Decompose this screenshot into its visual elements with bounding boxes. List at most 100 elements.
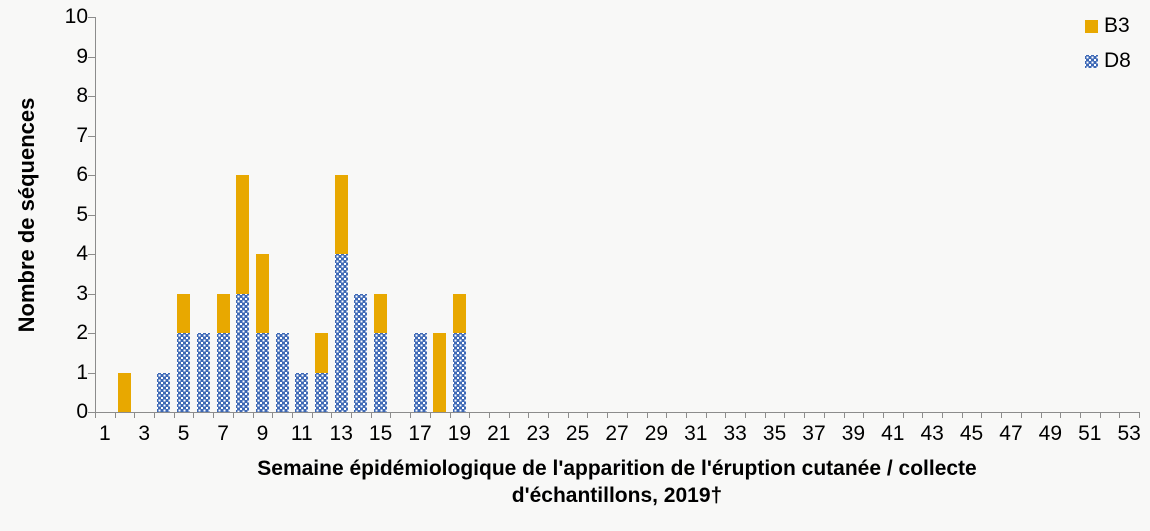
x-axis-tick xyxy=(607,413,609,418)
x-axis-tick xyxy=(725,413,727,418)
bar-segment-b3-week-8 xyxy=(236,175,250,294)
x-axis-tick xyxy=(843,413,845,418)
x-axis-tick xyxy=(1099,413,1101,418)
y-tick-label: 8 xyxy=(76,84,88,107)
bar-segment-d8-week-13 xyxy=(334,254,348,412)
x-axis-tick xyxy=(981,413,983,418)
x-axis-tick xyxy=(784,413,786,418)
bar-segment-b3-week-19 xyxy=(452,293,466,333)
x-axis-tick xyxy=(1119,413,1121,418)
bar-segment-d8-week-17 xyxy=(413,333,427,412)
x-tick-label: 23 xyxy=(526,422,550,445)
x-tick-label: 3 xyxy=(138,422,151,445)
x-tick-label: 29 xyxy=(644,422,669,445)
x-tick-label: 39 xyxy=(841,422,866,445)
bar-segment-d8-week-5 xyxy=(177,333,191,412)
y-tick-label: 2 xyxy=(76,321,88,344)
bar-segment-b3-week-13 xyxy=(334,175,348,254)
x-axis-tick xyxy=(961,413,963,418)
x-axis-tick xyxy=(488,413,490,418)
x-tick-label: 35 xyxy=(762,422,787,445)
x-axis-tick xyxy=(193,413,195,418)
x-axis-tick xyxy=(548,413,550,418)
x-axis-tick xyxy=(331,413,333,418)
x-axis-tick xyxy=(764,413,766,418)
y-tick-label: 3 xyxy=(76,281,88,305)
y-axis-tick xyxy=(88,333,95,334)
x-axis-tick xyxy=(1001,413,1003,418)
x-tick-label: 45 xyxy=(959,422,984,445)
y-tick-label: 5 xyxy=(76,202,88,226)
x-axis-tick xyxy=(390,413,392,418)
x-tick-label: 7 xyxy=(217,422,229,445)
x-tick-label: 19 xyxy=(447,422,472,445)
y-axis-tick xyxy=(88,96,95,97)
x-axis-title: Semaine épidémiologique de l'apparition … xyxy=(95,455,1139,509)
x-axis-tick xyxy=(922,413,924,418)
x-axis-tick xyxy=(685,413,687,418)
bar-segment-d8-week-15 xyxy=(374,333,388,412)
x-axis-tick xyxy=(291,413,293,418)
x-axis-tick xyxy=(804,413,806,418)
x-axis-tick xyxy=(942,413,944,418)
x-axis-tick xyxy=(311,413,313,418)
x-axis-tick xyxy=(508,413,510,418)
x-tick-label: 5 xyxy=(177,422,190,445)
y-axis-title: Nombre de séquences xyxy=(14,97,39,333)
x-tick-label: 27 xyxy=(605,422,629,445)
bar-segment-d8-week-6 xyxy=(196,333,210,412)
x-axis-tick xyxy=(705,413,707,418)
x-tick-label: 51 xyxy=(1078,422,1102,445)
x-axis-tick xyxy=(1139,413,1140,418)
bar-segment-d8-week-12 xyxy=(315,372,329,412)
bar-segment-d8-week-7 xyxy=(216,333,230,412)
y-axis-tick xyxy=(88,135,95,137)
x-tick-label: 53 xyxy=(1117,422,1141,445)
x-axis-tick xyxy=(745,413,747,418)
x-axis-tick xyxy=(567,413,569,418)
bar-segment-b3-week-9 xyxy=(255,254,269,333)
x-tick-label: 21 xyxy=(487,422,511,445)
x-axis-tick xyxy=(666,413,668,418)
legend-label-b3: B3 xyxy=(1104,14,1130,37)
legend: B3 D8 xyxy=(1085,14,1131,73)
x-axis-tick xyxy=(626,413,628,418)
y-axis-tick xyxy=(88,17,95,18)
bar-segment-b3-week-5 xyxy=(177,293,191,333)
bar-segment-b3-week-18 xyxy=(433,333,447,412)
bar-segment-b3-week-2 xyxy=(118,372,132,412)
legend-item-b3: B3 xyxy=(1085,14,1131,38)
x-tick-label: 33 xyxy=(723,422,747,445)
x-axis-tick xyxy=(823,413,825,418)
bar-segment-b3-week-7 xyxy=(216,293,230,333)
y-tick-label: 4 xyxy=(76,242,88,265)
x-axis-tick xyxy=(252,413,254,418)
y-axis-tick xyxy=(88,293,95,295)
bar-segment-b3-week-12 xyxy=(315,333,329,373)
x-axis-tick xyxy=(213,413,215,418)
x-axis-tick xyxy=(469,413,471,418)
x-tick-label: 43 xyxy=(920,422,944,445)
x-axis-tick xyxy=(449,413,451,418)
x-tick-label: 31 xyxy=(684,422,708,445)
x-axis-tick xyxy=(646,413,648,418)
plot-area xyxy=(95,17,1140,413)
x-axis-title-line1: Semaine épidémiologique de l'apparition … xyxy=(257,457,977,480)
y-axis-tick xyxy=(88,254,95,255)
x-axis-tick xyxy=(272,413,274,418)
bar-segment-d8-week-4 xyxy=(157,372,171,412)
legend-swatch-d8 xyxy=(1085,54,1098,68)
x-axis-tick xyxy=(902,413,904,418)
x-axis-tick xyxy=(1060,413,1062,418)
x-axis-title-line2: d'échantillons, 2019† xyxy=(511,484,723,507)
y-tick-label: 9 xyxy=(76,44,88,68)
bar-segment-d8-week-11 xyxy=(295,372,309,412)
y-axis-tick xyxy=(88,175,95,176)
y-tick-label: 0 xyxy=(76,400,88,423)
x-tick-label: 9 xyxy=(256,422,269,445)
bar-segment-d8-week-14 xyxy=(354,293,368,412)
x-tick-label: 47 xyxy=(999,422,1023,445)
x-tick-label: 37 xyxy=(802,422,826,445)
x-axis-tick xyxy=(1020,413,1022,418)
